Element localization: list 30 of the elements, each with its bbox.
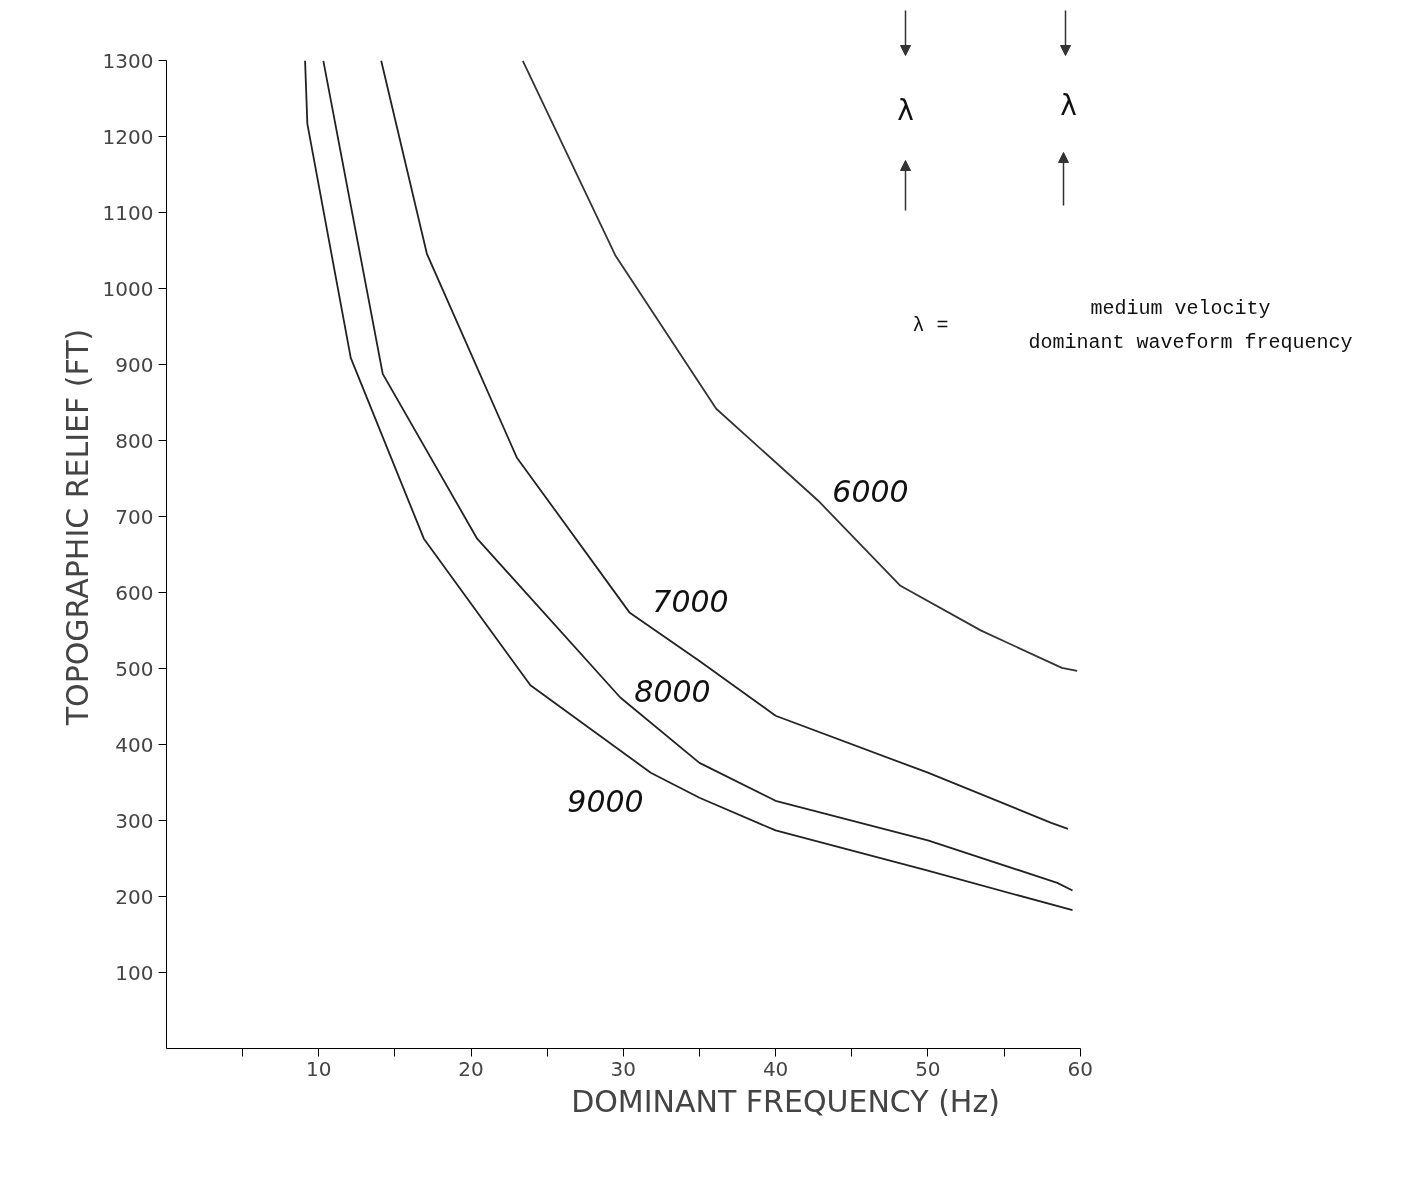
y-tick-label: 1200 (102, 124, 154, 149)
y-tick-label: 900 (115, 352, 154, 377)
annotation: λ = (912, 314, 949, 337)
annotation: λ (897, 94, 914, 127)
annotation: 6000 (832, 473, 909, 509)
y-tick-label: 600 (115, 580, 154, 605)
x-axis-title: DOMINANT FREQUENCY (Hz) (571, 1083, 1000, 1119)
y-tick-label: 1300 (102, 48, 154, 73)
x-tick-label: 10 (306, 1056, 332, 1081)
x-tick-label: 40 (762, 1056, 789, 1081)
x-tick-label: 50 (915, 1056, 941, 1081)
annotation: 7000 (652, 583, 729, 619)
y-tick-label: 100 (115, 960, 154, 985)
annotation: 9000 (567, 783, 644, 819)
y-tick-label: 1000 (102, 276, 154, 301)
y-tick-label: 200 (115, 884, 154, 909)
annotation: dominant waveform frequency (1028, 331, 1353, 354)
x-tick-label: 60 (1067, 1056, 1093, 1081)
annotation: λ (1060, 89, 1077, 122)
x-tick-label: 20 (458, 1056, 484, 1081)
annotation: 8000 (634, 673, 711, 709)
y-tick-label: 500 (115, 656, 154, 681)
y-tick-label: 800 (115, 428, 154, 453)
y-tick-label: 400 (115, 732, 154, 757)
y-tick-label: 300 (115, 808, 154, 833)
x-tick-label: 30 (610, 1056, 637, 1081)
text: medium velocity (1090, 297, 1271, 320)
y-axis-title: TOPOGRAPHIC RELIEF (FT) (59, 328, 95, 727)
y-tick-label: 1100 (102, 200, 154, 225)
y-tick-label: 700 (115, 504, 154, 529)
